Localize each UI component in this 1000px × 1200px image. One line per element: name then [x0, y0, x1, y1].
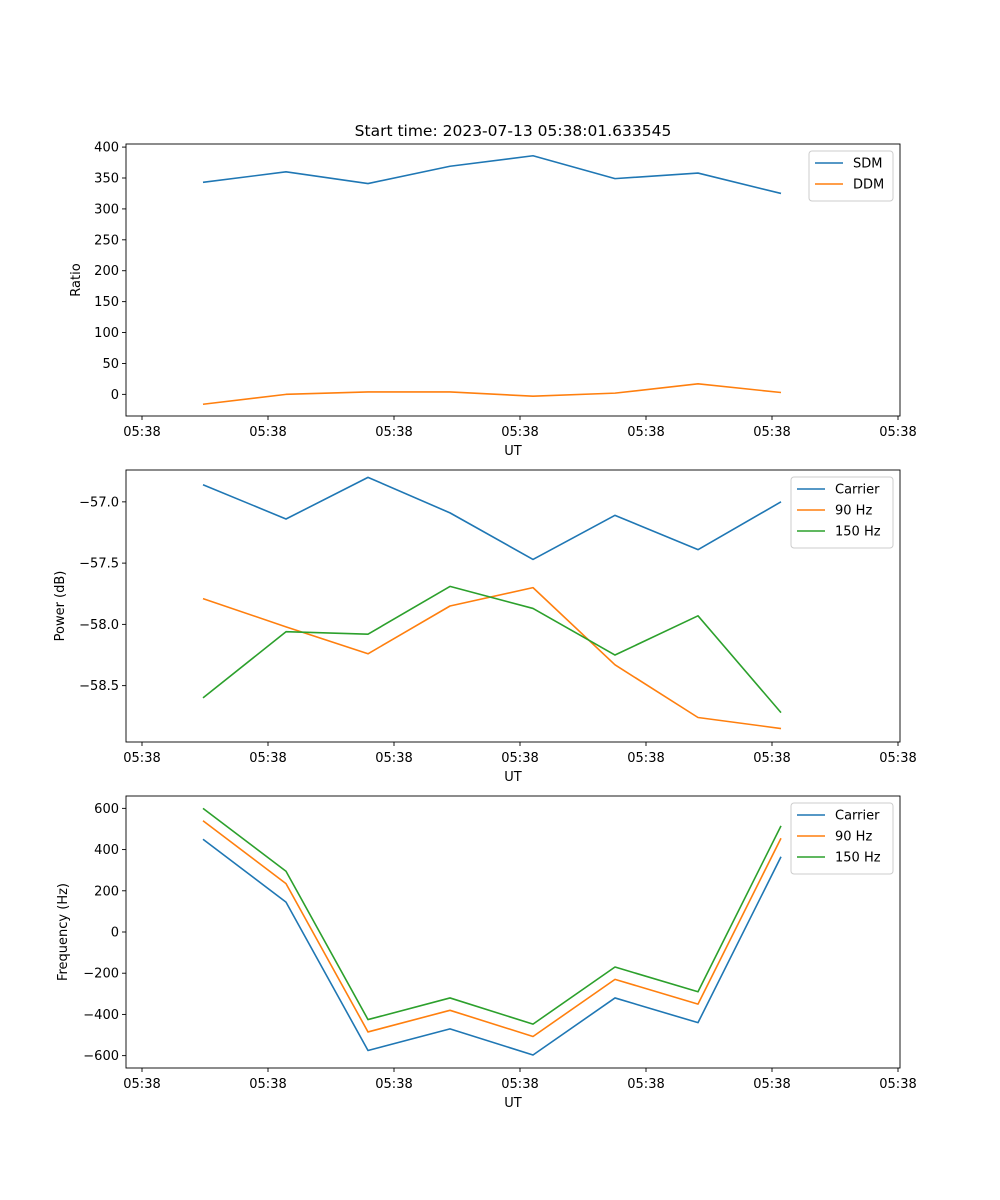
x-tick-label: 05:38: [501, 425, 538, 440]
x-tick-label: 05:38: [501, 751, 538, 766]
chart-panel-2: −58.5 −58.0 −57.5 −57.0 05:38 05:38 05:38 05:38…: [53, 469, 917, 785]
legend: Carrier 90 Hz 150 Hz: [790, 802, 894, 875]
x-tick-label: 05:38: [753, 751, 790, 766]
chart-panel-3: −600 −400 −200 0 200 400 600 05:38 05:38 05:38 05:…: [56, 795, 917, 1111]
y-tick-label: 0: [111, 926, 119, 941]
y-axis-label: Ratio: [69, 263, 84, 296]
x-tick-label: 05:38: [375, 1077, 412, 1092]
x-tick-label: 05:38: [627, 1077, 664, 1092]
y-tick-label: 350: [94, 172, 119, 187]
y-tick-label: 50: [102, 357, 119, 372]
y-tick-label: 0: [111, 388, 119, 403]
y-tick-label: 250: [94, 233, 119, 248]
x-axis-label: UT: [504, 1096, 522, 1111]
x-tick-label: 05:38: [879, 1077, 916, 1092]
series-line-ddm: [202, 383, 782, 406]
series-line-150-hz: [202, 585, 782, 714]
legend-label-sdm: SDM: [853, 157, 882, 172]
x-axis-label: UT: [504, 444, 522, 459]
y-tick-label: −600: [83, 1049, 119, 1064]
y-axis-label: Frequency (Hz): [56, 883, 71, 981]
y-tick-label: 400: [94, 843, 119, 858]
x-tick-label: 05:38: [249, 425, 286, 440]
y-tick-label: 400: [94, 141, 119, 156]
figure-title: Start time: 2023-07-13 05:38:01.633545: [355, 122, 672, 140]
series-line-carrier: [202, 838, 782, 1056]
y-tick-label: 600: [94, 802, 119, 817]
series-line-sdm: [202, 154, 782, 195]
x-tick-label: 05:38: [627, 425, 664, 440]
y-tick-label: 150: [94, 295, 119, 310]
chart-panel-1: 0 50 100 150 200 250 300 350 400 05:38 05:38 05:38 0…: [69, 141, 917, 459]
y-tick-label: 200: [94, 264, 119, 279]
x-tick-label: 05:38: [753, 425, 790, 440]
y-tick-label: −57.5: [79, 557, 119, 572]
x-tick-label: 05:38: [753, 1077, 790, 1092]
x-tick-label: 05:38: [501, 1077, 538, 1092]
y-tick-label: 100: [94, 326, 119, 341]
x-tick-label: 05:38: [249, 1077, 286, 1092]
legend-label-90-hz: 90 Hz: [835, 830, 872, 845]
x-tick-label: 05:38: [375, 425, 412, 440]
y-axis-label: Power (dB): [53, 571, 68, 642]
y-tick-label: −200: [83, 967, 119, 982]
x-tick-label: 05:38: [123, 1077, 160, 1092]
x-tick-label: 05:38: [879, 751, 916, 766]
y-tick-label: −58.5: [79, 679, 119, 694]
legend-label-carrier: Carrier: [835, 809, 880, 824]
series-line-90-hz: [202, 820, 782, 1038]
y-tick-label: −57.0: [79, 495, 119, 510]
x-tick-label: 05:38: [123, 425, 160, 440]
legend: SDM DDM: [808, 150, 894, 202]
axes-frame: [125, 143, 901, 417]
axes-frame: [125, 469, 901, 743]
legend-label-carrier: Carrier: [835, 483, 880, 498]
legend-label-150-hz: 150 Hz: [835, 525, 881, 540]
series-line-150-hz: [202, 807, 782, 1025]
x-tick-label: 05:38: [249, 751, 286, 766]
legend-label-90-hz: 90 Hz: [835, 504, 872, 519]
legend-label-ddm: DDM: [853, 178, 884, 193]
legend: Carrier 90 Hz 150 Hz: [790, 476, 894, 549]
x-tick-label: 05:38: [123, 751, 160, 766]
y-tick-label: 200: [94, 884, 119, 899]
y-tick-label: 300: [94, 202, 119, 217]
y-tick-label: −58.0: [79, 618, 119, 633]
x-axis-label: UT: [504, 770, 522, 785]
x-tick-label: 05:38: [879, 425, 916, 440]
x-tick-label: 05:38: [375, 751, 412, 766]
y-tick-label: −400: [83, 1008, 119, 1023]
series-line-carrier: [202, 476, 782, 561]
legend-label-150-hz: 150 Hz: [835, 851, 881, 866]
x-tick-label: 05:38: [627, 751, 664, 766]
